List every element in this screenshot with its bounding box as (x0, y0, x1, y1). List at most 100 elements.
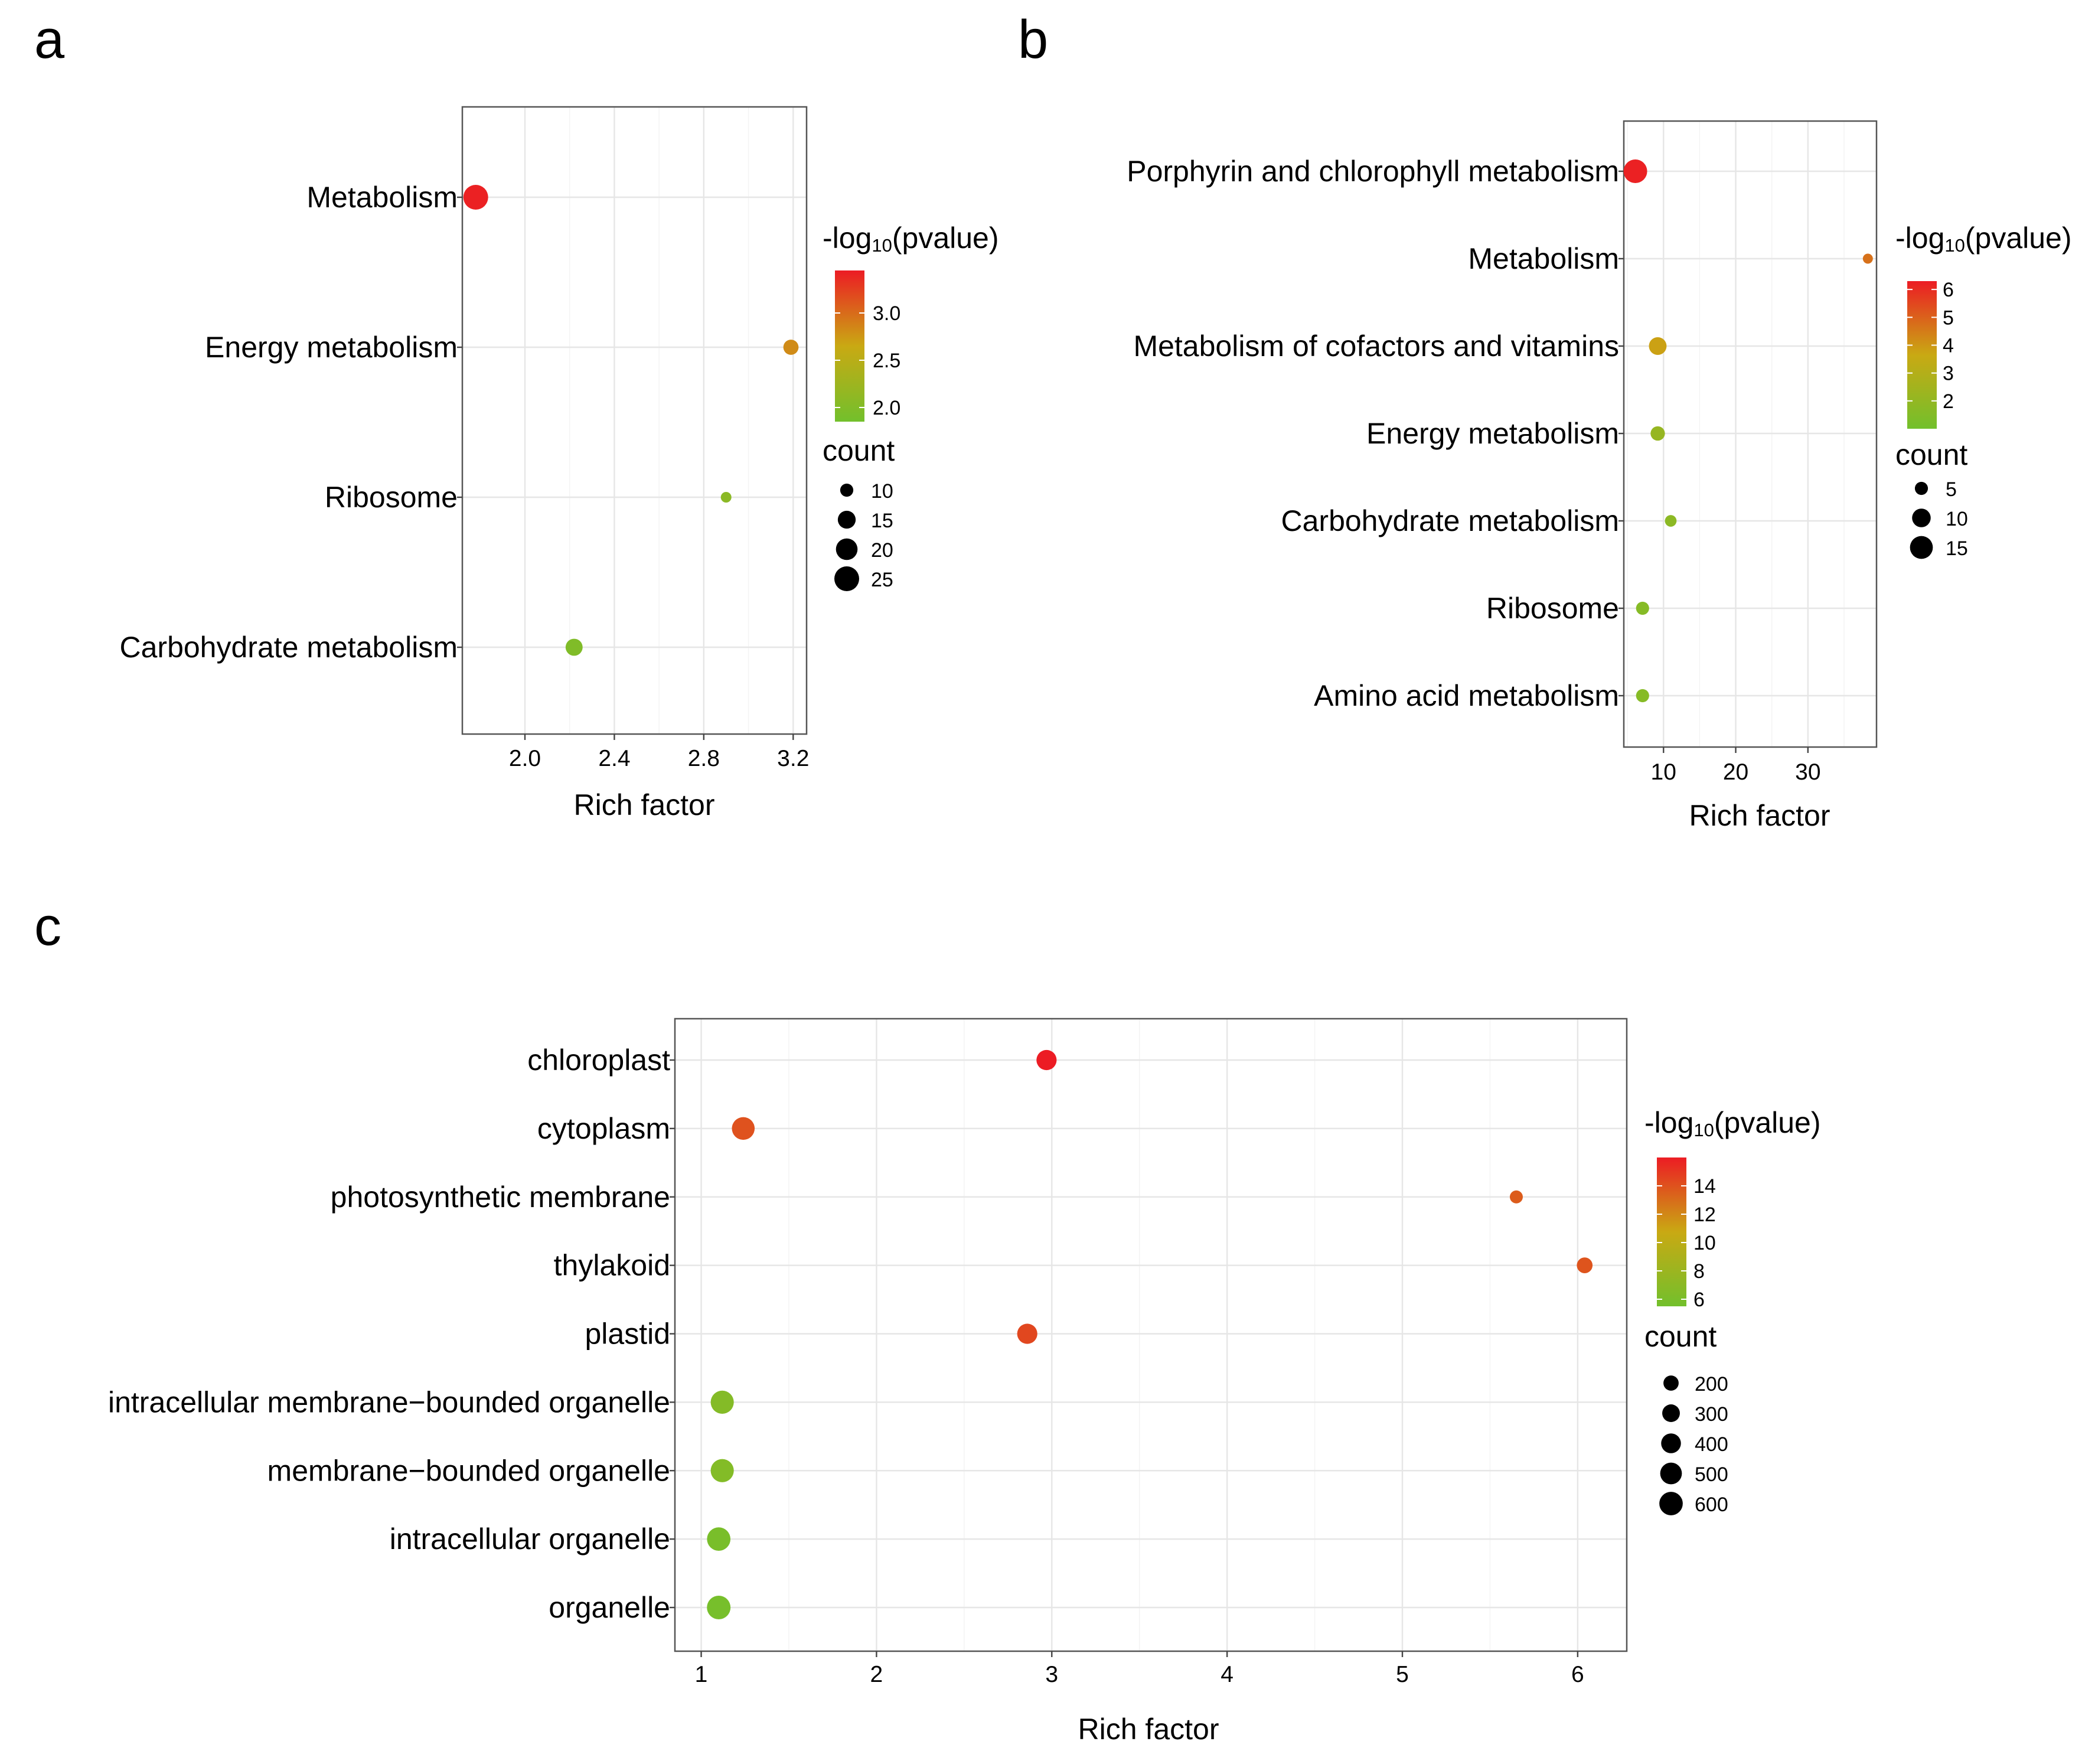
x-axis-title: Rich factor (1689, 799, 1830, 832)
y-category-label: Energy metabolism (1366, 417, 1619, 450)
data-point (1665, 515, 1677, 527)
color-bar-tick-label: 8 (1693, 1260, 1705, 1283)
y-category-label: Carbohydrate metabolism (1281, 504, 1620, 537)
x-tick-label: 2.4 (598, 746, 630, 771)
data-point (720, 492, 732, 503)
y-category-label: Ribosome (325, 481, 458, 514)
color-legend-title-subscript: 10 (1944, 235, 1965, 256)
panel-a-chart: Metabolism Energy metabolism Ribosome Carbo… (120, 106, 999, 821)
size-legend-key (836, 538, 858, 560)
data-point (1623, 159, 1647, 183)
panel-letter-b: b (1018, 9, 1048, 70)
x-tick-label: 5 (1396, 1662, 1409, 1687)
y-category-label: membrane−bounded organelle (267, 1454, 670, 1487)
panel-letter-c: c (34, 896, 61, 957)
y-category-label: Carbohydrate metabolism (120, 631, 458, 664)
x-tick-label: 1 (695, 1662, 708, 1687)
size-legend-title: count (1644, 1320, 1717, 1353)
x-tick-label: 30 (1795, 759, 1820, 785)
y-category-label: Metabolism of cofactors and vitamins (1133, 330, 1619, 363)
color-bar (835, 270, 864, 422)
x-tick-label: 3 (1045, 1662, 1058, 1687)
color-legend-title: -log10(pvalue) (1644, 1106, 1821, 1140)
size-legend-label: 500 (1695, 1463, 1728, 1486)
data-point (1036, 1049, 1057, 1071)
color-bar-tick-label: 5 (1943, 307, 1954, 329)
size-legend-label: 400 (1695, 1433, 1728, 1456)
plot-frame (674, 1018, 1628, 1652)
size-legend-key (840, 483, 854, 497)
size-legend-label: 15 (871, 510, 893, 532)
x-tick-label: 3.2 (777, 746, 809, 771)
x-tick-label: 20 (1723, 759, 1748, 785)
panel-c-chart: chloroplast cytoplasm photosynthetic membr… (108, 1018, 1821, 1746)
x-tick-label: 10 (1651, 759, 1676, 785)
size-legend-key (1662, 1404, 1680, 1422)
size-legend-label: 25 (871, 569, 893, 591)
y-category-label: Metabolism (1468, 242, 1619, 275)
color-bar-tick-label: 2.0 (873, 397, 900, 419)
size-legend-key (1660, 1462, 1682, 1485)
y-category-label: organelle (549, 1591, 670, 1624)
size-legend-title: count (1895, 438, 1967, 471)
panel-letter-a: a (34, 9, 65, 70)
data-point (1649, 337, 1667, 355)
size-legend-label: 15 (1946, 537, 1968, 560)
y-category-label: intracellular membrane−bounded organelle (108, 1385, 670, 1419)
data-point (463, 185, 488, 210)
color-bar-tick-label: 12 (1693, 1204, 1716, 1226)
y-category-label: Amino acid metabolism (1314, 679, 1619, 712)
plot-frame (461, 106, 808, 735)
size-legend-key (1910, 536, 1933, 559)
size-legend-label: 600 (1695, 1494, 1728, 1516)
x-axis-title: Rich factor (1078, 1713, 1219, 1746)
y-category-label: Porphyrin and chlorophyll metabolism (1127, 155, 1619, 188)
y-category-label: intracellular organelle (390, 1522, 670, 1556)
plot-background (675, 1019, 1627, 1651)
data-point (1577, 1257, 1593, 1273)
y-category-label: plastid (585, 1318, 670, 1351)
size-legend-key (1912, 508, 1931, 527)
size-legend-key (1663, 1375, 1679, 1391)
size-legend-key (837, 510, 856, 529)
size-legend-key (834, 566, 859, 591)
y-category-label: cytoplasm (537, 1112, 670, 1145)
color-bar-tick-label: 6 (1943, 279, 1954, 301)
x-tick-label: 6 (1571, 1662, 1584, 1687)
data-point (1650, 426, 1665, 441)
data-point (707, 1596, 731, 1619)
color-bar-tick-label: 3 (1943, 363, 1954, 385)
y-category-label: Metabolism (306, 181, 458, 214)
size-legend-label: 300 (1695, 1403, 1728, 1426)
size-legend-label: 20 (871, 539, 893, 562)
color-legend-title-suffix: (pvalue) (892, 221, 999, 255)
data-point (783, 340, 799, 355)
color-legend-title: -log10(pvalue) (1895, 221, 2072, 256)
panel-b-chart: Porphyrin and chlorophyll metabolism Meta… (1127, 120, 2072, 832)
data-point (1017, 1323, 1037, 1344)
x-tick-label: 2.0 (509, 746, 541, 771)
color-legend-title-prefix: -log (1895, 221, 1944, 255)
color-bar-tick-label: 4 (1943, 334, 1954, 357)
data-point (710, 1390, 734, 1414)
size-legend-label: 200 (1695, 1373, 1728, 1395)
color-bar-tick-label: 14 (1693, 1175, 1716, 1198)
data-point (565, 638, 583, 656)
color-legend-title-prefix: -log (823, 221, 872, 255)
color-bar-tick-label: 3.0 (873, 302, 900, 325)
plot-background (462, 107, 807, 734)
data-point (1636, 601, 1649, 615)
color-legend-title-suffix: (pvalue) (1965, 221, 2072, 255)
color-legend-title-suffix: (pvalue) (1714, 1106, 1821, 1139)
color-legend-title: -log10(pvalue) (823, 221, 999, 256)
color-legend-title-subscript: 10 (1693, 1120, 1714, 1140)
y-category-label: chloroplast (527, 1044, 670, 1077)
color-bar (1657, 1157, 1686, 1306)
x-tick-label: 2.8 (688, 746, 720, 771)
y-category-label: Ribosome (1486, 592, 1619, 625)
size-legend-label: 10 (1946, 508, 1968, 530)
color-bar-tick-label: 2.5 (873, 350, 900, 372)
x-axis-title: Rich factor (574, 788, 715, 821)
color-legend-title-prefix: -log (1644, 1106, 1693, 1139)
